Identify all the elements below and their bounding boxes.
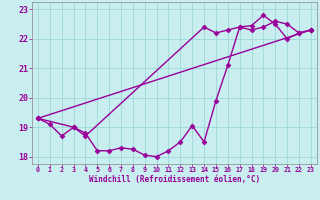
X-axis label: Windchill (Refroidissement éolien,°C): Windchill (Refroidissement éolien,°C)	[89, 175, 260, 184]
